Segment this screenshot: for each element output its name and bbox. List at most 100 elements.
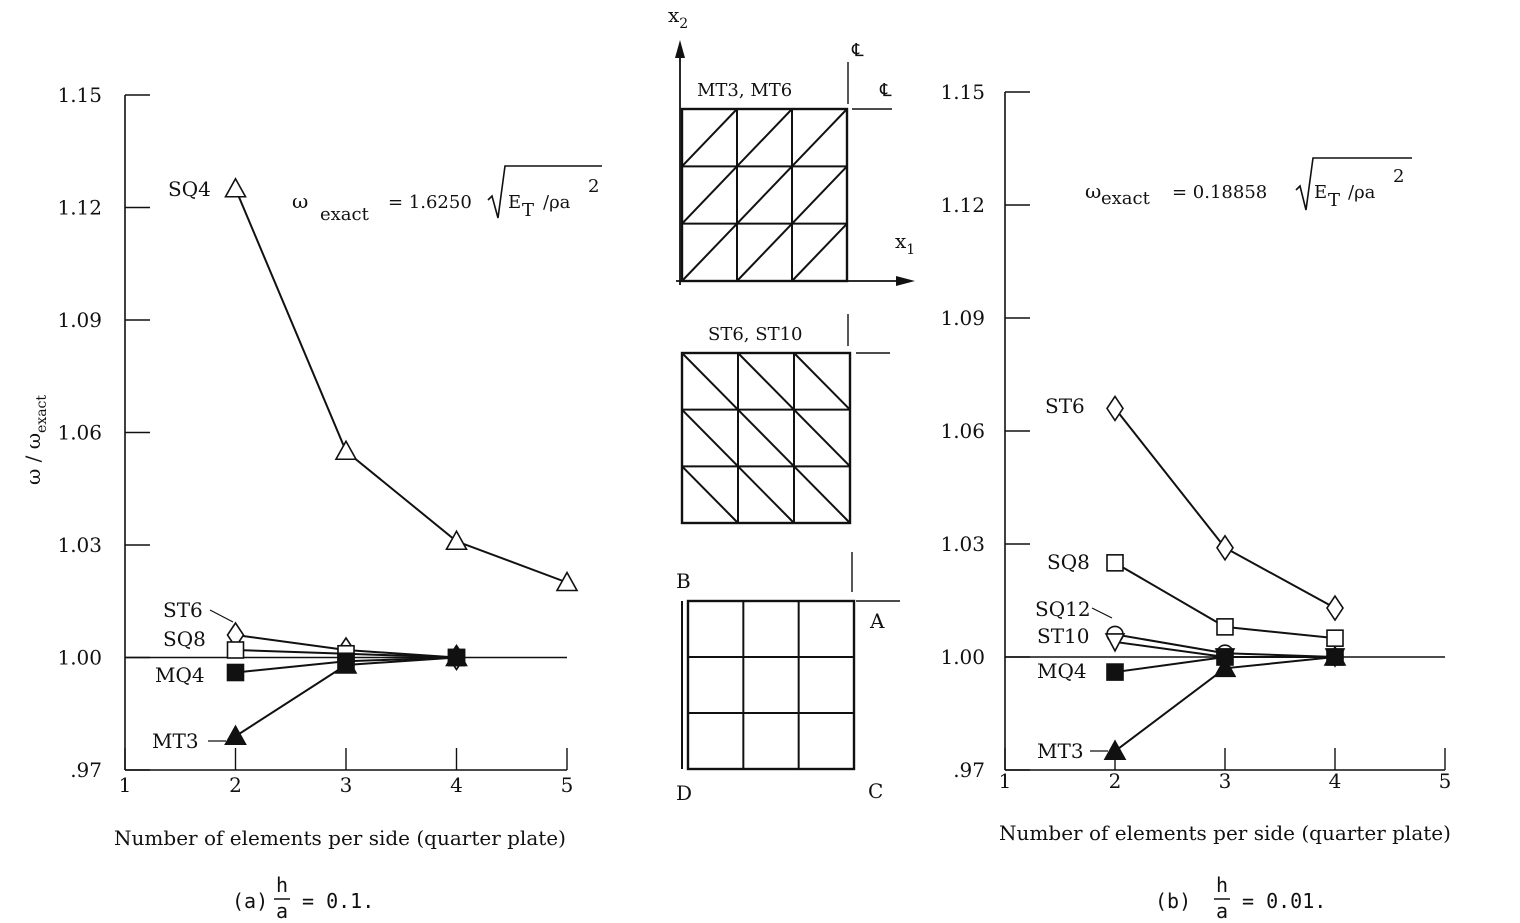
panel-b-caption: (b) h a = 0.01. (1155, 873, 1326, 923)
caption-num: h (1216, 873, 1228, 897)
data-point (1106, 394, 1124, 422)
mesh-diagonal (681, 222, 738, 282)
corner-d: D (676, 781, 692, 805)
mesh-diagonal (791, 222, 848, 282)
series-label: MQ4 (1037, 659, 1087, 683)
formula-rad: E (508, 192, 521, 213)
data-point (1213, 656, 1237, 678)
formula-sub: exact (1101, 188, 1151, 209)
panel-a-series: SQ4 ST6 SQ8 MQ4 MT3 (152, 177, 579, 753)
data-point (226, 663, 245, 682)
x-tick-label: 2 (229, 773, 242, 797)
data-point (334, 653, 358, 674)
mesh2-label: ST6, ST10 (708, 324, 802, 345)
formula-omega: ω (292, 189, 308, 213)
data-point (1216, 618, 1234, 636)
mesh-diagrams: x2 x1 ℄ ℄ MT3, MT6 ST6, ST10 B A D C (668, 3, 915, 805)
caption-num: h (276, 873, 288, 897)
x-tick-label: 1 (119, 773, 132, 797)
x-tick-label: 2 (1109, 769, 1122, 793)
formula-eq: = 0.18858 (1172, 182, 1267, 203)
formula-tail: /ρa (1348, 182, 1376, 203)
series-label: SQ12 (1035, 597, 1091, 621)
panel-b-series: ST6 SQ8 SQ12 ST10 MQ4 MT3 (1035, 394, 1347, 763)
mesh-diagonal (737, 465, 795, 524)
series-line (1114, 407, 1336, 609)
corner-c: C (868, 779, 883, 803)
x-tick-label: 3 (1219, 769, 1232, 793)
mesh-diagonal (681, 108, 738, 168)
data-point (445, 529, 468, 551)
label-leader (209, 609, 234, 623)
mesh-diagonal (791, 108, 848, 168)
data-point (1106, 554, 1124, 572)
panel-a-formula: ω exact = 1.6250 E T /ρa 2 (292, 165, 602, 225)
formula-sub: exact (320, 204, 370, 225)
mesh-diagonal (681, 352, 739, 411)
mesh-border (680, 351, 852, 525)
mesh2-grid (680, 351, 852, 525)
corner-a: A (869, 609, 885, 633)
panel-b-axes: .97 1.00 1.03 1.06 1.09 1.12 1.15 1 2 3 4 5 (940, 80, 1451, 793)
y-tick-label: .97 (70, 758, 102, 782)
y-tick-label: 1.15 (940, 80, 985, 104)
formula-exp: 2 (1393, 166, 1404, 187)
formula-rad-sub: T (1328, 190, 1340, 211)
series-st6: ST6 (1045, 394, 1344, 622)
series-label: MT3 (152, 729, 199, 753)
series-label: SQ8 (163, 627, 206, 651)
caption-den: a (1216, 899, 1228, 923)
x-tick-label: 5 (561, 773, 574, 797)
data-point (226, 641, 245, 659)
mesh1-label: MT3, MT6 (697, 80, 792, 101)
series-mq4: MQ4 (1037, 648, 1344, 683)
panel-b-xlabel: Number of elements per side (quarter pla… (999, 821, 1451, 845)
label-leader (1091, 607, 1113, 619)
y-tick-label: 1.15 (57, 83, 102, 107)
caption-value: = 0.01. (1242, 889, 1326, 913)
corner-b: B (676, 569, 691, 593)
series-line (234, 188, 568, 584)
data-point (1326, 594, 1344, 622)
mesh1-grid (680, 107, 849, 283)
centerline-symbol-right: ℄ (879, 80, 892, 101)
x-tick-label: 5 (1439, 769, 1452, 793)
x1-label: x1 (895, 229, 915, 258)
mesh-border (686, 599, 856, 771)
x1-arrow-icon (896, 276, 915, 286)
formula-tail: /ρa (543, 192, 571, 213)
series-label: ST6 (1045, 394, 1085, 418)
series-label: SQ8 (1047, 550, 1090, 574)
formula-omega: ω (1085, 179, 1101, 203)
x2-arrow-icon (675, 40, 685, 58)
caption-prefix: (b) (1155, 889, 1191, 913)
mesh-border (680, 107, 849, 283)
mesh-diagonal (736, 165, 793, 225)
mesh-diagonal (737, 352, 795, 411)
y-tick-label: 1.06 (940, 419, 985, 443)
series-mt3: MT3 (1037, 645, 1347, 763)
formula-rad: E (1314, 182, 1327, 203)
caption-prefix: (a) (232, 889, 268, 913)
series-label: MQ4 (155, 663, 205, 687)
formula-rad-sub: T (522, 200, 534, 221)
panel-a-ylabel: ω / ωexact (21, 395, 50, 485)
y-tick-label: 1.03 (940, 532, 985, 556)
series-label: MT3 (1037, 739, 1084, 763)
series-label: ST10 (1037, 624, 1090, 648)
mesh3-grid (681, 599, 856, 771)
x-tick-label: 1 (999, 769, 1012, 793)
mesh-diagonal (681, 465, 739, 524)
mesh-diagonal (793, 465, 851, 524)
series-mt3: MT3 (152, 645, 468, 753)
mesh-diagonal (737, 408, 795, 468)
panel-a-caption: (a) h a = 0.1. (232, 873, 374, 923)
data-point (1106, 663, 1124, 681)
y-tick-label: 1.00 (57, 646, 102, 670)
y-tick-label: 1.06 (57, 421, 102, 445)
data-point (1216, 534, 1234, 562)
panel-a-axes: .97 1.00 1.03 1.06 1.09 1.12 1.15 1 2 3 4 5 (57, 83, 573, 797)
caption-value: = 0.1. (302, 889, 374, 913)
data-point (224, 177, 247, 198)
